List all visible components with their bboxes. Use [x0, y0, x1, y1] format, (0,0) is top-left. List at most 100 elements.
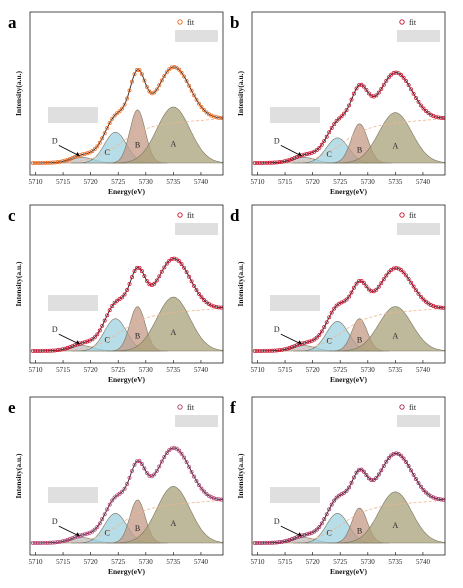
data-point	[40, 348, 45, 353]
data-point	[260, 348, 265, 353]
data-point	[43, 540, 48, 545]
data-point	[130, 275, 134, 280]
data-point	[319, 142, 324, 147]
data-point	[314, 148, 319, 153]
x-tick-label: 5740	[194, 366, 209, 374]
data-point	[142, 274, 147, 279]
data-point	[361, 281, 366, 286]
data-point	[147, 282, 152, 287]
data-point	[347, 294, 352, 299]
data-point	[255, 348, 260, 353]
data-point	[277, 160, 282, 165]
data-point	[147, 473, 152, 478]
plot-frame	[29, 11, 224, 176]
data-point	[396, 452, 401, 456]
redacted-box	[270, 295, 320, 311]
data-point	[194, 479, 199, 484]
data-point	[401, 456, 406, 461]
x-tick-label: 5725	[333, 558, 348, 566]
data-point	[55, 540, 60, 545]
data-point	[122, 102, 127, 107]
y-axis-title: Intensity(a.u.)	[14, 71, 23, 117]
redacted-box	[48, 295, 98, 311]
data-point	[270, 540, 275, 545]
data-point	[53, 160, 58, 165]
peak-label-C: C	[327, 529, 332, 538]
data-point	[110, 116, 115, 121]
panel-letter: f	[230, 398, 236, 417]
background-step-line	[30, 308, 222, 352]
x-tick-label: 5740	[416, 558, 431, 566]
data-point	[424, 490, 428, 495]
y-axis-title: Intensity(a.u.)	[236, 261, 245, 307]
data-point	[431, 304, 436, 308]
data-point	[386, 456, 391, 461]
x-tick-label: 5725	[111, 558, 126, 566]
data-point	[137, 68, 142, 73]
data-point	[97, 328, 102, 333]
data-point	[53, 540, 58, 545]
data-point	[65, 346, 70, 350]
x-axis-title: Energy(eV)	[330, 567, 368, 576]
x-tick-label: 5720	[84, 558, 99, 566]
data-point	[366, 287, 371, 292]
peak-label-D: D	[52, 517, 58, 526]
data-point	[344, 488, 349, 493]
data-point	[65, 538, 70, 542]
data-point	[386, 270, 391, 275]
data-point	[80, 532, 85, 537]
data-point	[287, 346, 292, 350]
data-point	[63, 158, 67, 163]
data-point	[48, 160, 53, 165]
plot-frame	[29, 396, 224, 556]
peak-A-area	[329, 306, 446, 352]
data-point	[149, 474, 154, 479]
data-point	[255, 160, 260, 165]
peak-label-A: A	[170, 519, 176, 528]
data-point	[290, 345, 294, 350]
data-point	[411, 91, 416, 96]
data-point	[374, 287, 379, 292]
data-point	[359, 279, 364, 283]
data-point	[204, 110, 209, 115]
data-point	[349, 97, 354, 102]
data-point	[90, 149, 95, 153]
data-point	[302, 340, 307, 345]
data-point	[174, 65, 179, 70]
x-tick-label: 5730	[361, 558, 376, 566]
data-point	[60, 539, 65, 544]
data-point	[277, 348, 282, 353]
data-point	[107, 502, 112, 507]
x-tick-label: 5735	[388, 366, 403, 374]
legend-marker	[399, 19, 405, 25]
x-tick-label: 5725	[111, 178, 126, 186]
plot-frame	[251, 204, 446, 364]
data-point	[369, 289, 374, 294]
data-point	[48, 540, 53, 545]
data-point	[120, 295, 125, 300]
data-point	[127, 281, 132, 286]
x-tick-label: 5710	[29, 178, 44, 186]
data-point	[82, 151, 87, 156]
data-point	[282, 159, 287, 164]
data-point	[270, 160, 275, 165]
legend-marker	[177, 212, 183, 218]
data-point	[349, 290, 354, 295]
data-point	[107, 121, 112, 126]
x-tick-label: 5735	[166, 366, 181, 374]
data-point	[63, 346, 67, 351]
data-point	[216, 305, 221, 310]
data-point	[58, 347, 63, 352]
data-point	[257, 160, 262, 165]
panel-letter: b	[230, 13, 239, 32]
data-point	[80, 152, 85, 157]
data-point	[202, 298, 206, 302]
data-point	[364, 87, 369, 92]
data-point	[376, 90, 381, 95]
data-point	[162, 74, 167, 79]
data-point	[137, 459, 142, 464]
peak-A-area	[107, 296, 224, 352]
data-point	[65, 157, 70, 162]
redacted-box	[270, 107, 320, 123]
data-point	[154, 87, 159, 92]
